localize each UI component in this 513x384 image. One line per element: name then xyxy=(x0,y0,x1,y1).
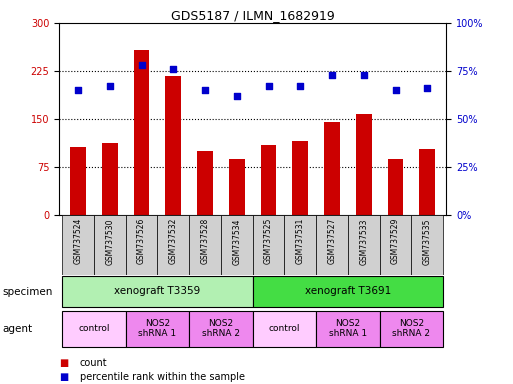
Bar xyxy=(94,215,126,275)
Bar xyxy=(197,151,213,215)
Bar xyxy=(189,215,221,275)
Text: NOS2
shRNA 2: NOS2 shRNA 2 xyxy=(202,319,240,338)
Text: GSM737527: GSM737527 xyxy=(327,218,337,265)
Bar xyxy=(419,149,435,215)
Text: ■: ■ xyxy=(59,372,68,382)
Bar xyxy=(62,276,253,307)
Bar xyxy=(356,114,372,215)
Bar xyxy=(189,311,253,348)
Bar xyxy=(126,311,189,348)
Bar xyxy=(62,215,94,275)
Text: xenograft T3691: xenograft T3691 xyxy=(305,286,391,296)
Bar xyxy=(292,141,308,215)
Bar xyxy=(165,76,181,215)
Polygon shape xyxy=(45,318,56,341)
Text: NOS2
shRNA 2: NOS2 shRNA 2 xyxy=(392,319,430,338)
Bar xyxy=(284,215,316,275)
Text: GSM737531: GSM737531 xyxy=(296,218,305,265)
Text: GSM737525: GSM737525 xyxy=(264,218,273,265)
Bar xyxy=(253,276,443,307)
Point xyxy=(106,83,114,89)
Text: xenograft T3359: xenograft T3359 xyxy=(114,286,201,296)
Text: GSM737534: GSM737534 xyxy=(232,218,241,265)
Bar xyxy=(324,122,340,215)
Text: GSM737533: GSM737533 xyxy=(359,218,368,265)
Text: GSM737532: GSM737532 xyxy=(169,218,178,265)
Point xyxy=(296,83,304,89)
Bar xyxy=(126,215,157,275)
Bar xyxy=(316,215,348,275)
Bar xyxy=(261,145,277,215)
Bar xyxy=(70,147,86,215)
Text: agent: agent xyxy=(3,324,33,334)
Polygon shape xyxy=(45,282,56,301)
Text: GSM737528: GSM737528 xyxy=(201,218,209,264)
Text: GSM737529: GSM737529 xyxy=(391,218,400,265)
Bar xyxy=(229,159,245,215)
Text: GSM737535: GSM737535 xyxy=(423,218,432,265)
Bar xyxy=(157,215,189,275)
Bar xyxy=(253,311,316,348)
Point xyxy=(201,87,209,93)
Point xyxy=(360,72,368,78)
Point xyxy=(391,87,400,93)
Text: percentile rank within the sample: percentile rank within the sample xyxy=(80,372,245,382)
Title: GDS5187 / ILMN_1682919: GDS5187 / ILMN_1682919 xyxy=(171,9,334,22)
Text: ■: ■ xyxy=(59,358,68,368)
Bar xyxy=(221,215,253,275)
Bar xyxy=(62,311,126,348)
Text: specimen: specimen xyxy=(3,287,53,297)
Text: control: control xyxy=(269,324,300,333)
Point xyxy=(264,83,272,89)
Point xyxy=(328,72,336,78)
Bar xyxy=(380,311,443,348)
Point xyxy=(423,85,431,91)
Text: control: control xyxy=(78,324,110,333)
Bar xyxy=(411,215,443,275)
Point xyxy=(169,66,177,72)
Bar xyxy=(388,159,403,215)
Bar xyxy=(133,50,149,215)
Point xyxy=(233,93,241,99)
Bar xyxy=(380,215,411,275)
Text: GSM737526: GSM737526 xyxy=(137,218,146,265)
Text: NOS2
shRNA 1: NOS2 shRNA 1 xyxy=(329,319,367,338)
Text: count: count xyxy=(80,358,107,368)
Bar xyxy=(348,215,380,275)
Bar xyxy=(102,143,117,215)
Point xyxy=(137,62,146,68)
Point xyxy=(74,87,82,93)
Bar xyxy=(253,215,284,275)
Text: NOS2
shRNA 1: NOS2 shRNA 1 xyxy=(139,319,176,338)
Text: GSM737524: GSM737524 xyxy=(73,218,83,265)
Text: GSM737530: GSM737530 xyxy=(105,218,114,265)
Bar xyxy=(316,311,380,348)
